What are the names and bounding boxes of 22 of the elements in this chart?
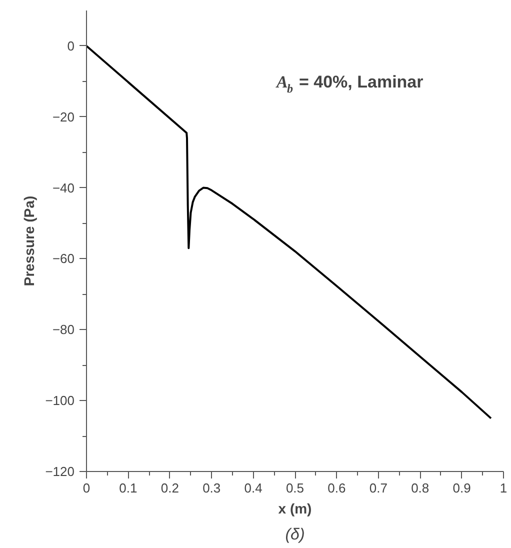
x-tick-label: 0.6 <box>328 480 346 496</box>
x-tick-label: 0.2 <box>160 480 179 496</box>
y-tick-label: −60 <box>52 251 75 266</box>
x-axis-title: x (m) <box>278 500 312 516</box>
x-tick-label: 0.7 <box>369 480 388 496</box>
text: (δ) <box>285 526 305 544</box>
x-tick-label: 0.8 <box>411 480 430 496</box>
x-tick-label: 0.3 <box>202 480 221 496</box>
y-tick-label: −80 <box>52 322 75 338</box>
x-tick-label: 0.5 <box>286 480 304 496</box>
y-tick-label: −40 <box>52 180 75 196</box>
y-tick-label: 0 <box>67 38 75 54</box>
x-tick-label: 0.1 <box>119 480 138 496</box>
x-tick-label: 0.9 <box>452 480 471 496</box>
y-tick-label: −20 <box>52 109 75 124</box>
y-tick-label: −120 <box>45 464 75 479</box>
x-tick-label: 0 <box>82 480 90 496</box>
y-axis-title: Pressure (Pa) <box>21 196 38 286</box>
line-series <box>86 44 492 420</box>
x-tick-label: 0.4 <box>244 480 262 496</box>
x-tick-label: 1 <box>500 480 508 496</box>
y-tick-label: −100 <box>45 393 75 408</box>
